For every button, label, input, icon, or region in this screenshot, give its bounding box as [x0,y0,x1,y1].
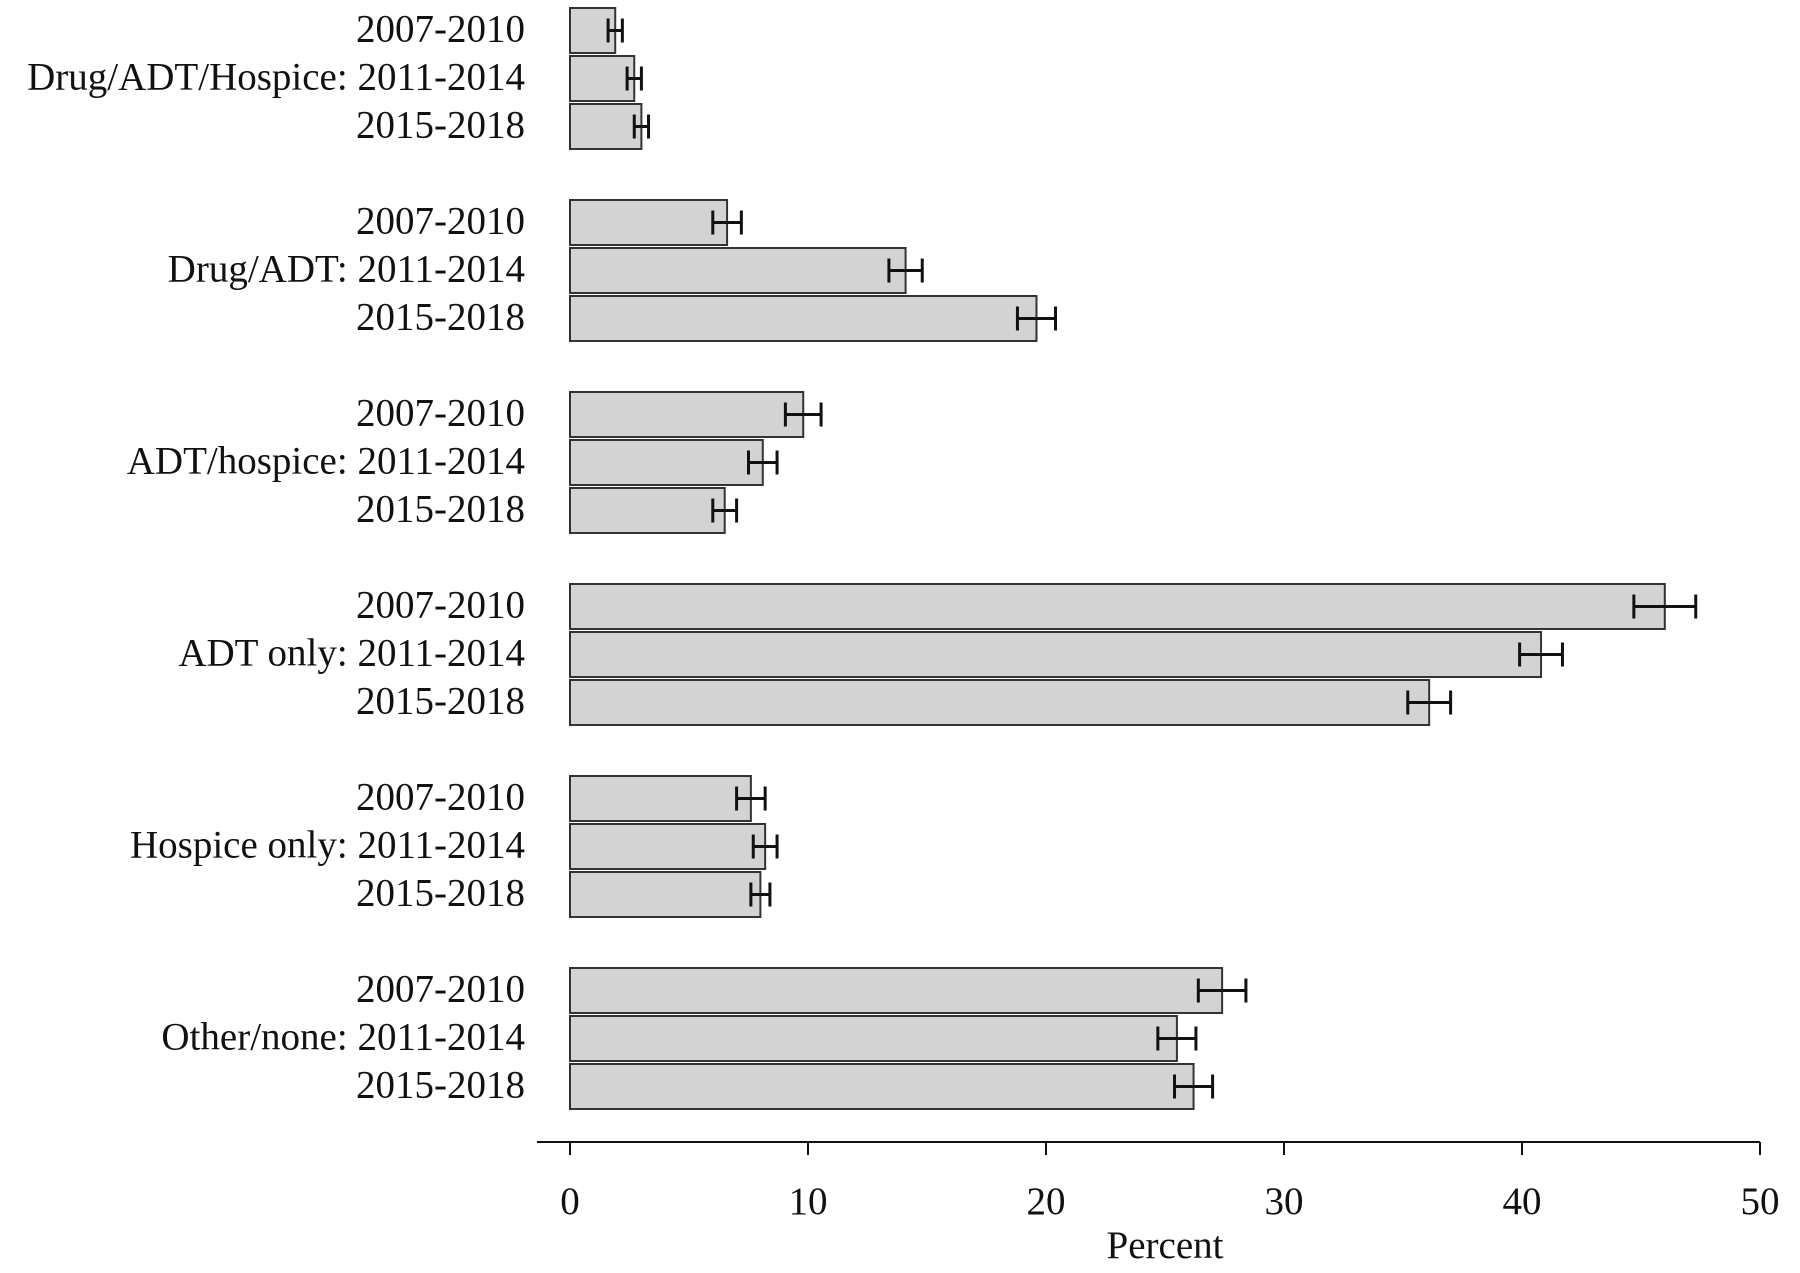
bar [569,103,643,150]
y-tick-label: Drug/ADT: 2011-2014 [168,247,525,290]
error-bar [1196,978,1248,1003]
x-tick-label: 10 [789,1180,828,1223]
bar [569,775,752,822]
bar [569,823,767,870]
bar [569,583,1666,630]
x-tick-label: 50 [1741,1180,1780,1223]
error-bar [711,210,743,235]
bar [569,871,762,918]
x-tick-label: 30 [1265,1180,1304,1223]
error-bar [735,786,767,811]
bar [569,295,1038,342]
error-bar [751,834,779,859]
y-tick-label: Hospice only: 2011-2014 [130,823,525,866]
y-tick-label: 2015-2018 [356,487,525,530]
y-tick-label: 2007-2010 [356,391,525,434]
bar [569,1015,1178,1062]
error-bar [1173,1074,1215,1099]
bar [569,679,1431,726]
y-tick-label: Other/none: 2011-2014 [161,1015,525,1058]
x-tick-label: 0 [560,1180,580,1223]
y-tick-label: 2007-2010 [356,583,525,626]
error-bar [1518,642,1564,667]
bar [569,967,1224,1014]
bar [569,487,726,534]
bar [569,439,764,486]
bar [569,199,729,246]
y-tick-label: ADT/hospice: 2011-2014 [127,439,525,482]
error-bar [625,66,643,91]
y-tick-label: 2015-2018 [356,1063,525,1106]
error-bar [606,18,624,43]
x-axis-label: Percent [1107,1224,1224,1267]
error-bar [1156,1026,1198,1051]
x-tick-label: 20 [1027,1180,1066,1223]
error-bar [1632,594,1698,619]
error-bar [1015,306,1058,331]
y-tick-label: ADT only: 2011-2014 [178,631,525,674]
error-bar [783,402,823,427]
y-tick-label: 2015-2018 [356,103,525,146]
bar [569,391,805,438]
bar [569,247,907,294]
y-tick-label: 2007-2010 [356,967,525,1010]
bar [569,1063,1195,1110]
y-tick-label: 2007-2010 [356,199,525,242]
error-bar [711,498,739,523]
y-tick-label: 2015-2018 [356,871,525,914]
y-tick-label: 2007-2010 [356,7,525,50]
error-bar [747,450,779,475]
error-bar [887,258,924,283]
y-tick-label: Drug/ADT/Hospice: 2011-2014 [27,55,525,98]
bar [569,631,1543,678]
y-tick-label: 2015-2018 [356,679,525,722]
error-bar [632,114,651,139]
error-bar [1406,690,1453,715]
x-tick-label: 40 [1503,1180,1542,1223]
y-tick-label: 2007-2010 [356,775,525,818]
y-tick-label: 2015-2018 [356,295,525,338]
bar [569,55,636,102]
error-bar [749,882,772,907]
